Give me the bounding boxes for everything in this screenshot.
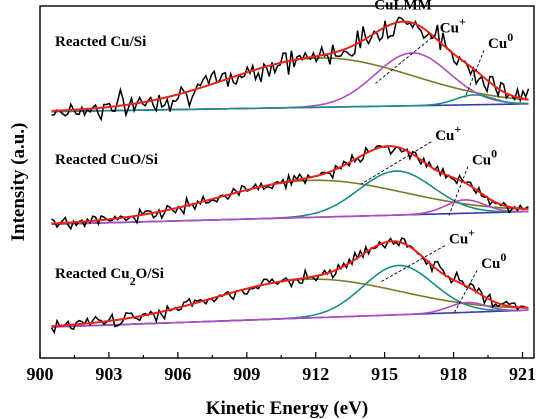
peak-annotation: Cu+ bbox=[435, 122, 461, 144]
peak-annotation: Cu0 bbox=[481, 250, 506, 272]
annotation-leader-line bbox=[361, 141, 432, 185]
peak-annotation: Cu0 bbox=[472, 146, 497, 168]
peak-annotation: Cu+ bbox=[449, 226, 475, 248]
plot-frame bbox=[39, 5, 535, 359]
panel-3: Reacted Cu2O/Si Cu+ Cu0 bbox=[50, 226, 529, 335]
x-axis-label: Kinetic Energy (eV) bbox=[206, 398, 369, 419]
x-tick-label: 906 bbox=[164, 364, 191, 384]
annotation-leader-line bbox=[375, 34, 437, 84]
panel-label: Reacted Cu/Si bbox=[55, 34, 146, 50]
panel-1: Reacted Cu/Si CuLMM Cu+ Cu0 bbox=[51, 0, 530, 122]
fit-envelope-line bbox=[51, 20, 529, 112]
peak-annotation: CuLMM bbox=[374, 0, 432, 14]
annotation-leader-line bbox=[453, 270, 478, 315]
panel-2: Reacted CuO/Si Cu+ Cu0 bbox=[51, 122, 529, 231]
x-tick-label: 918 bbox=[440, 364, 467, 384]
annotation-leader-line bbox=[464, 50, 485, 98]
peak-annotation: Cu+ bbox=[440, 14, 466, 36]
annotation-leader-line bbox=[448, 166, 469, 216]
plot-content: Reacted Cu/Si CuLMM Cu+ Cu0 Reacted CuO/Si Cu… bbox=[50, 0, 530, 335]
panel-label: Reacted Cu2O/Si bbox=[55, 266, 164, 288]
cu_zero-component-line bbox=[51, 199, 529, 226]
x-tick-label: 903 bbox=[95, 364, 122, 384]
annotation-leader-line bbox=[379, 245, 446, 283]
y-axis-label: Intensity (a.u.) bbox=[8, 123, 29, 242]
x-tick-label: 912 bbox=[302, 364, 329, 384]
fit-envelope-line bbox=[51, 240, 529, 328]
cu_zero-component-line bbox=[51, 94, 529, 113]
peak-annotation: Cu0 bbox=[488, 30, 513, 52]
fit-envelope-line bbox=[51, 145, 529, 225]
panel-label: Reacted CuO/Si bbox=[55, 152, 158, 168]
x-tick-label: 909 bbox=[233, 364, 260, 384]
x-tick-label: 915 bbox=[371, 364, 398, 384]
x-tick-label: 900 bbox=[27, 364, 54, 384]
x-tick-label: 921 bbox=[509, 364, 536, 384]
cu_zero-component-line bbox=[51, 301, 529, 328]
x-axis-ticks: 900 903 906 909 912 915 918 921 bbox=[27, 352, 536, 384]
